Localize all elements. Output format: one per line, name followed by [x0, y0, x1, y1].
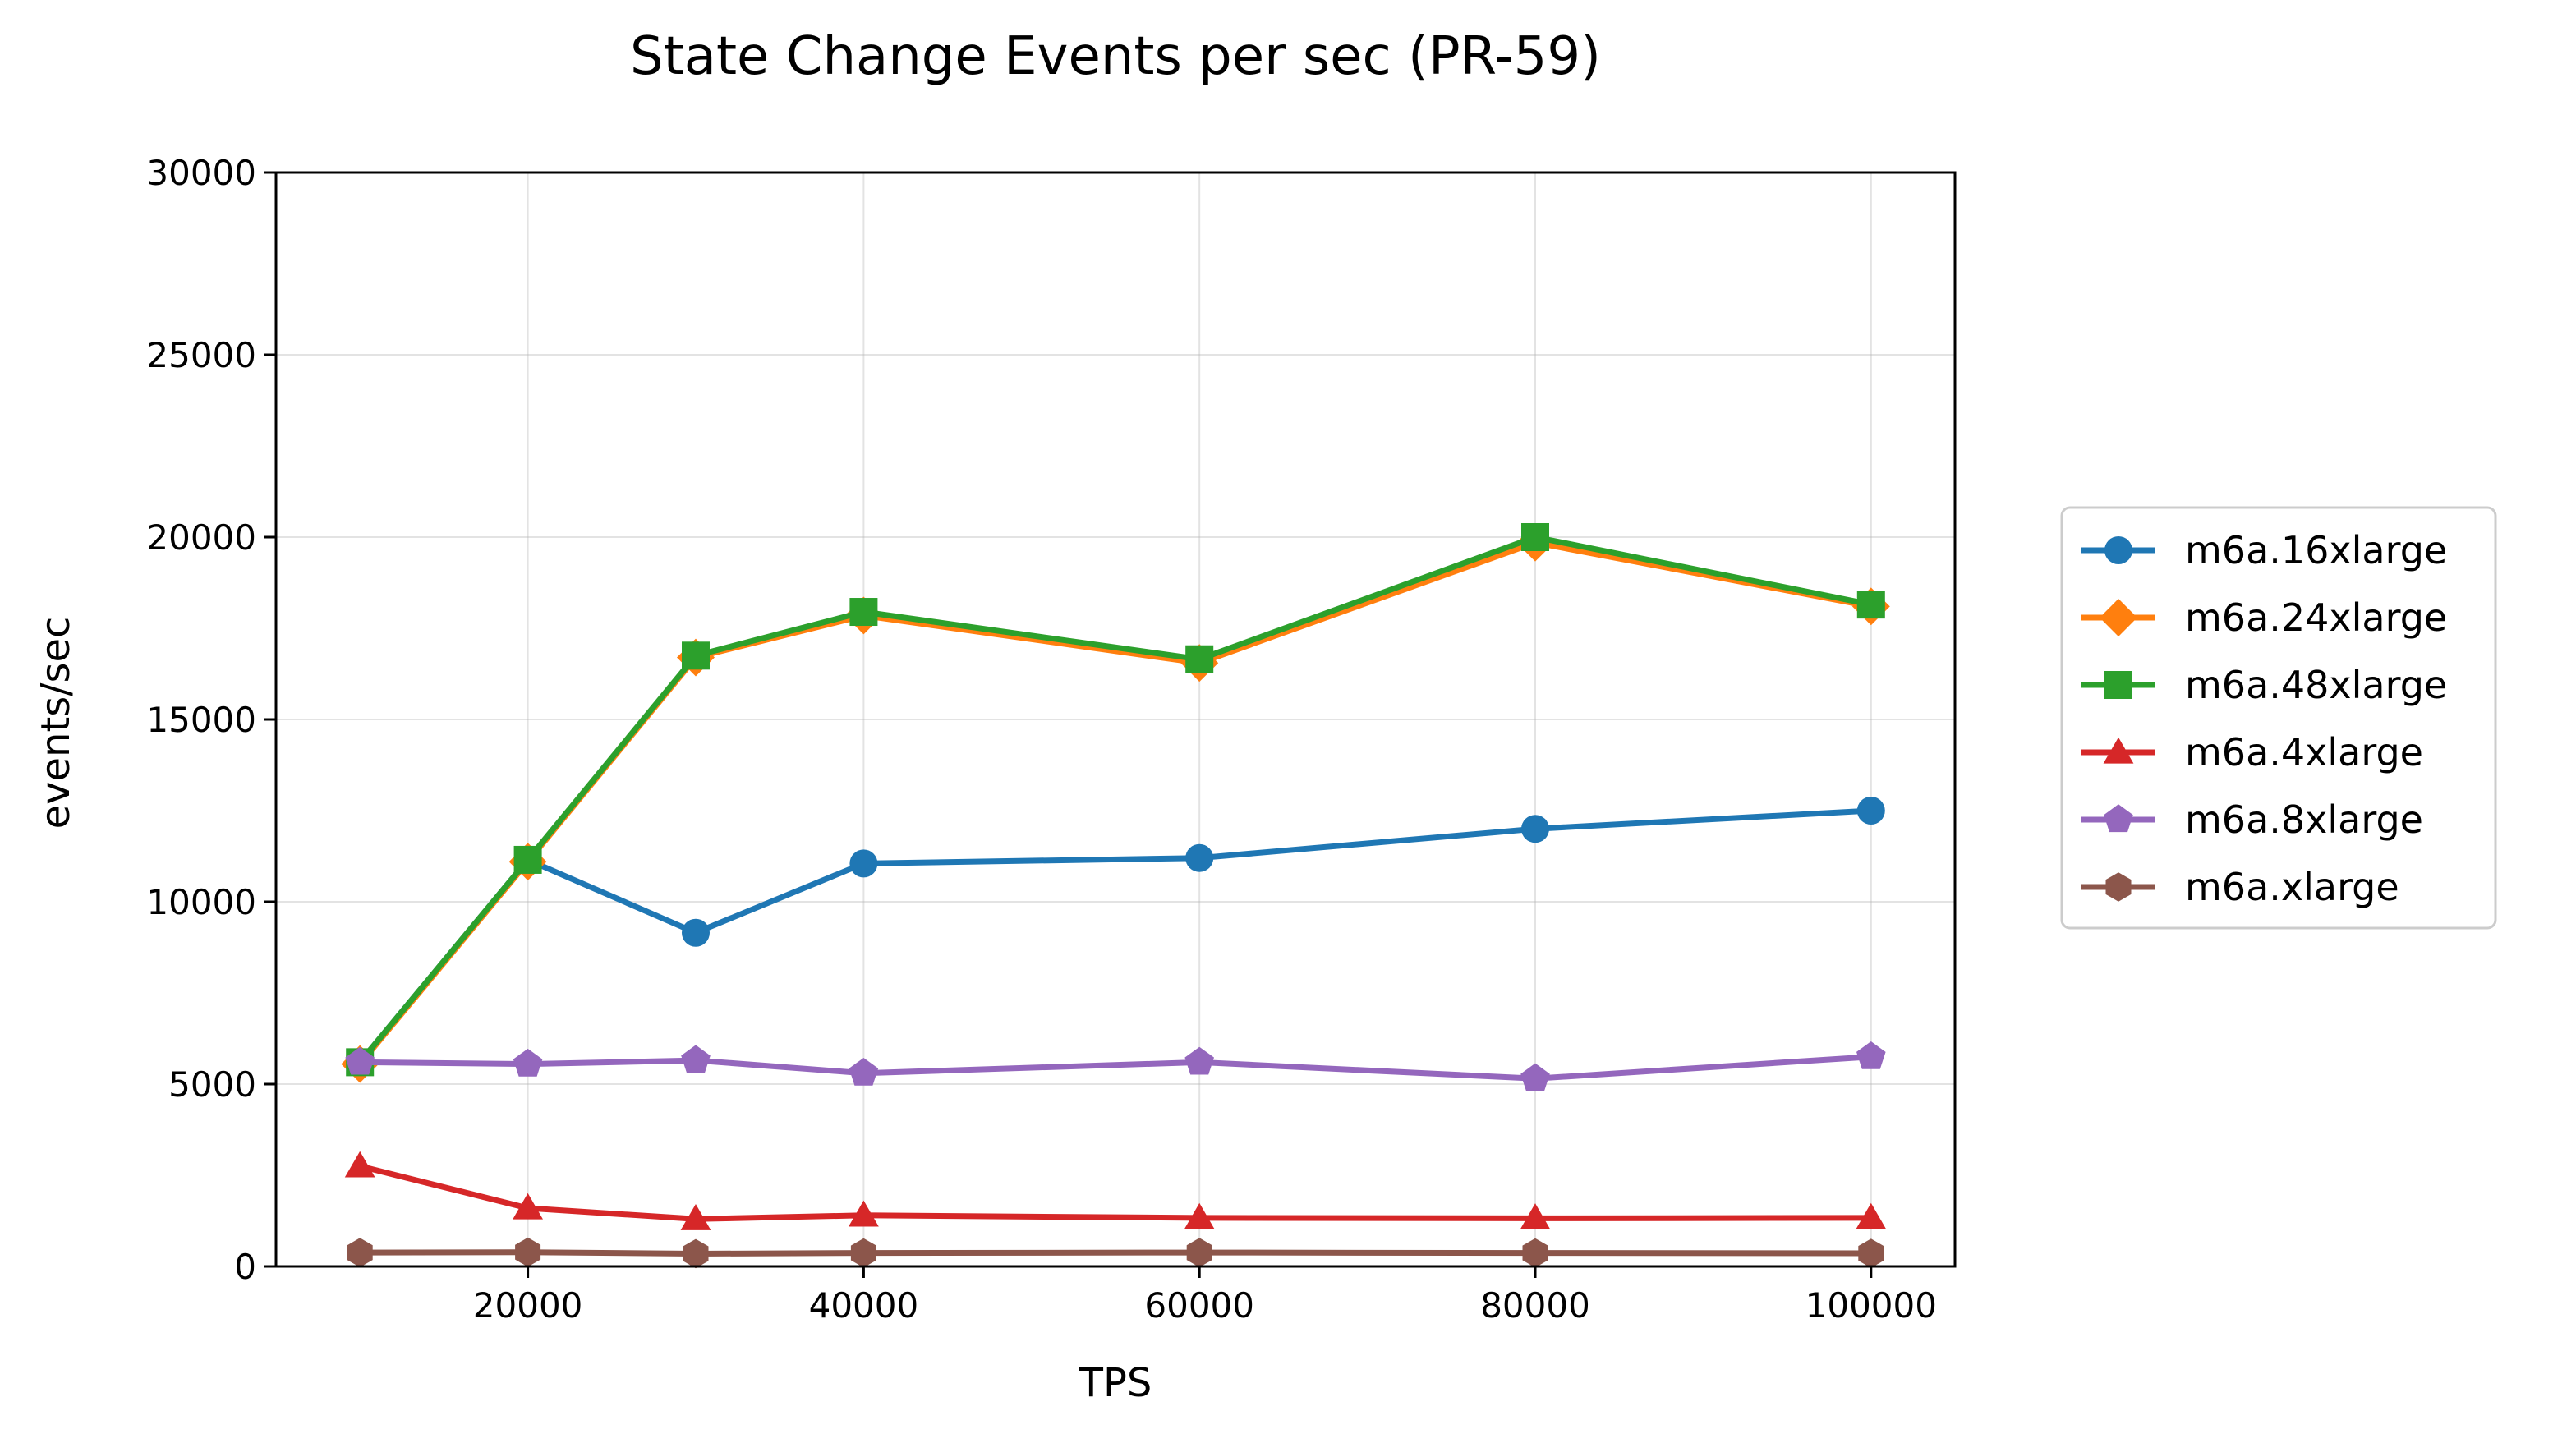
legend-label: m6a.48xlarge: [2185, 663, 2447, 707]
legend-label: m6a.24xlarge: [2185, 595, 2447, 640]
data-point: [1185, 843, 1214, 872]
series-m6a.48xlarge: [346, 523, 1885, 1077]
legend: m6a.16xlarge m6a.24xlarge m6a.48xlarge m6a.…: [2060, 506, 2497, 930]
data-point: [345, 1046, 375, 1075]
legend-box: [2060, 506, 2497, 930]
data-point: [680, 1204, 711, 1230]
x-axis-label: TPS: [1079, 1360, 1152, 1406]
series-line: [356, 1054, 1874, 1082]
data-point: [1184, 1202, 1215, 1229]
data-point: [515, 1237, 541, 1267]
legend-marker: [2104, 804, 2133, 833]
legend-marker: [2104, 536, 2132, 564]
data-point: [347, 1238, 373, 1267]
y-tick-label: 20000: [146, 517, 256, 558]
chart-title: State Change Events per sec (PR-59): [630, 26, 1601, 87]
legend-marker: [2104, 671, 2132, 699]
x-tick-label: 40000: [809, 1285, 919, 1326]
data-point: [513, 1193, 543, 1220]
x-tick-label: 60000: [1144, 1285, 1254, 1326]
x-tick-label: 100000: [1806, 1285, 1937, 1326]
data-point: [681, 1045, 711, 1073]
legend-item: m6a.16xlarge: [2082, 528, 2447, 572]
legend-item: m6a.24xlarge: [2082, 595, 2447, 640]
legend-label: m6a.xlarge: [2185, 865, 2399, 909]
series-line: [356, 534, 1874, 1065]
data-point: [849, 1058, 879, 1086]
data-point: [1858, 1238, 1884, 1268]
y-tick-label: 0: [234, 1247, 256, 1287]
y-tick-label: 5000: [168, 1064, 256, 1105]
legend-item: m6a.48xlarge: [2082, 663, 2447, 707]
series-line: [356, 1163, 1874, 1222]
data-point: [849, 849, 878, 878]
legend-item: m6a.4xlarge: [2082, 730, 2423, 774]
data-point: [1520, 1063, 1550, 1091]
legend-label: m6a.8xlarge: [2185, 797, 2423, 842]
data-point: [849, 598, 878, 627]
data-point: [1185, 645, 1214, 673]
data-point: [1856, 1202, 1887, 1229]
data-point: [682, 918, 710, 947]
data-point: [513, 1048, 543, 1077]
data-point: [1522, 1238, 1548, 1268]
axis-ticks: 20000 40000 60000 80000 100000 0 5000 10000 1500…: [146, 153, 1937, 1326]
series-m6a.4xlarge: [344, 1151, 1887, 1230]
y-tick-label: 30000: [146, 153, 256, 193]
data-point: [1521, 523, 1549, 551]
data-point: [1184, 1046, 1214, 1075]
data-point: [1856, 797, 1885, 825]
series-m6a.8xlarge: [345, 1041, 1886, 1091]
series-m6a.16xlarge: [346, 797, 1885, 1077]
legend-item: m6a.8xlarge: [2082, 797, 2423, 842]
data-point: [344, 1151, 375, 1178]
legend-label: m6a.16xlarge: [2185, 528, 2447, 572]
grid: [276, 172, 1955, 1267]
series-m6a.xlarge: [347, 1237, 1884, 1269]
y-axis-label: events/sec: [33, 617, 79, 829]
legend-item: m6a.xlarge: [2082, 865, 2399, 909]
data-point: [683, 1238, 709, 1269]
data-point: [849, 1200, 879, 1227]
series-line: [356, 540, 1874, 1068]
y-tick-label: 10000: [146, 882, 256, 922]
data-point: [1186, 1238, 1212, 1267]
data-point: [513, 845, 542, 874]
data-point: [1856, 1041, 1886, 1069]
data-point: [850, 1238, 876, 1268]
legend-marker: [2103, 737, 2134, 764]
y-tick-label: 25000: [146, 335, 256, 375]
plot-series: [341, 523, 1890, 1269]
legend-label: m6a.4xlarge: [2185, 730, 2423, 774]
series-line: [356, 1249, 1874, 1257]
x-tick-label: 20000: [473, 1285, 583, 1326]
data-point: [682, 641, 710, 670]
legend-marker: [2100, 599, 2137, 636]
legend-marker: [2105, 872, 2132, 902]
data-point: [1521, 815, 1549, 843]
y-tick-label: 15000: [146, 700, 256, 740]
x-tick-label: 80000: [1480, 1285, 1590, 1326]
data-point: [1520, 1203, 1551, 1229]
data-point: [1856, 591, 1885, 619]
series-line: [356, 807, 1874, 1065]
